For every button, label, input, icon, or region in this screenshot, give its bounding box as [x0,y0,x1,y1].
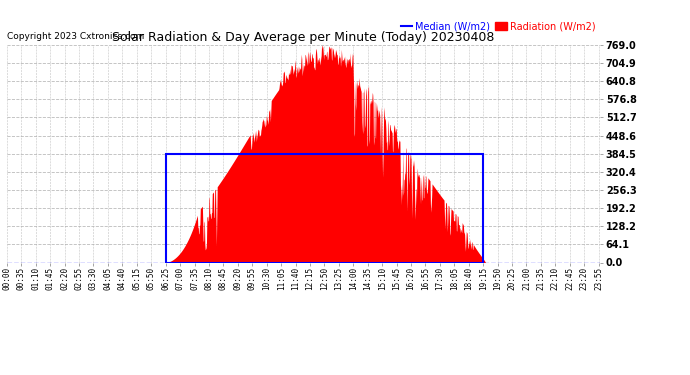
Bar [166,154,483,262]
Title: Solar Radiation & Day Average per Minute (Today) 20230408: Solar Radiation & Day Average per Minute… [112,31,495,44]
Text: Copyright 2023 Cxtronics.com: Copyright 2023 Cxtronics.com [7,32,144,40]
Legend: Median (W/m2), Radiation (W/m2): Median (W/m2), Radiation (W/m2) [401,22,595,32]
